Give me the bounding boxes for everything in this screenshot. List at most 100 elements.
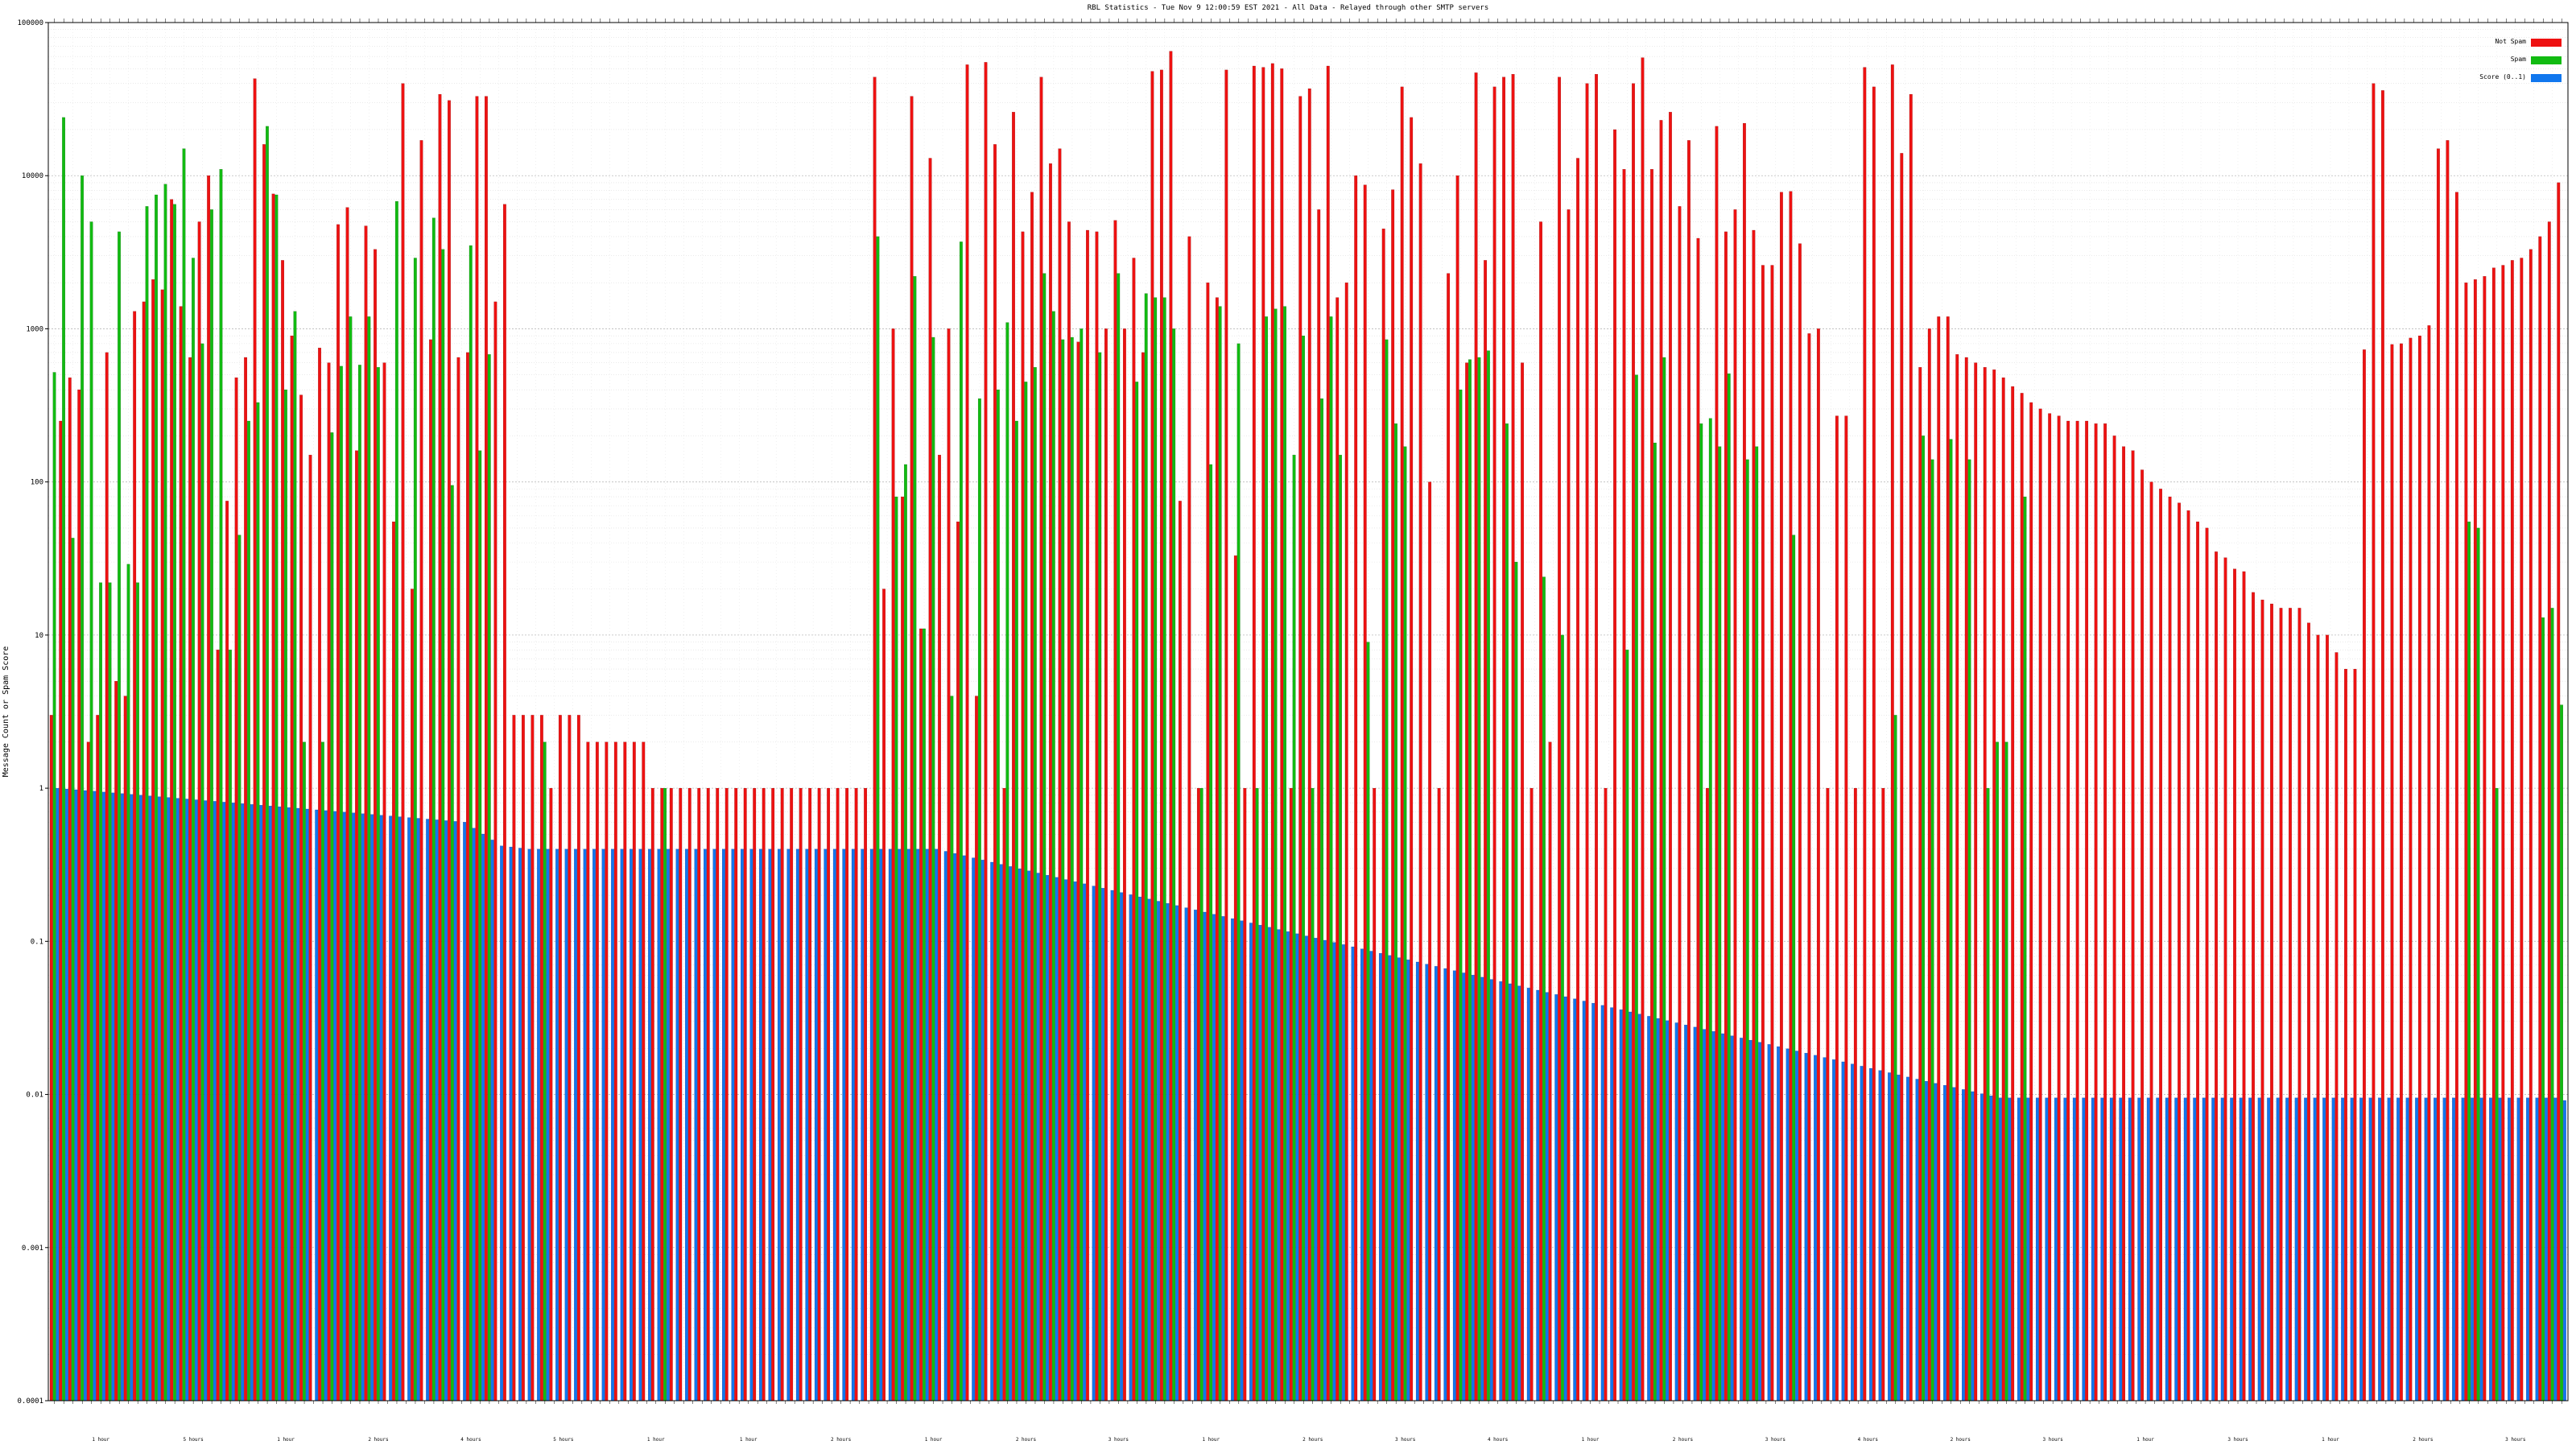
spam-bar (1218, 306, 1222, 1402)
not-spam-bar (1002, 787, 1006, 1402)
spam-bar (2004, 741, 2008, 1402)
score-bar (407, 817, 411, 1402)
score-bar (463, 822, 466, 1402)
y-tick-label: 0.0001 (17, 1397, 43, 1406)
not-spam-bar (956, 521, 960, 1402)
spam-bar (108, 582, 112, 1402)
not-spam-bar (1123, 328, 1126, 1402)
not-spam-bar (225, 501, 229, 1402)
score-bar (518, 848, 522, 1402)
score-bar (102, 791, 105, 1402)
score-bar (84, 790, 87, 1402)
score-bar (999, 864, 1003, 1402)
spam-bar (413, 258, 417, 1402)
score-bar (749, 848, 753, 1402)
not-spam-bar (2483, 276, 2487, 1402)
spam-bar (1135, 382, 1139, 1402)
not-spam-bar (1669, 112, 1672, 1402)
score-bar (56, 787, 60, 1402)
score-bar (2452, 1097, 2455, 1402)
score-bar (1120, 892, 1123, 1402)
score-bar (1860, 1066, 1864, 1402)
spam-bar (155, 194, 158, 1402)
spam-bar (1292, 455, 1296, 1402)
not-spam-bar (623, 741, 627, 1402)
not-spam-bar (1418, 163, 1422, 1402)
score-bar (712, 848, 716, 1402)
score-bar (527, 848, 531, 1402)
score-bar (1249, 923, 1253, 1402)
not-spam-bar (392, 521, 395, 1402)
not-spam-bar (401, 83, 405, 1402)
not-spam-bar (1067, 221, 1071, 1402)
not-spam-bar (1196, 787, 1200, 1402)
spam-bar (1265, 316, 1269, 1402)
score-bar (2331, 1097, 2335, 1402)
not-spam-bar (1224, 69, 1228, 1402)
score-bar (296, 807, 300, 1402)
spam-bar (1005, 322, 1009, 1402)
not-spam-bar (1252, 65, 1256, 1402)
score-bar (1758, 1042, 1761, 1402)
score-bar (305, 808, 309, 1402)
score-bar (2248, 1097, 2252, 1402)
not-spam-bar (2048, 413, 2052, 1402)
score-bar (1841, 1061, 1845, 1402)
x-tick-label: 1 hour (1582, 1437, 1600, 1443)
score-bar (879, 848, 883, 1402)
spam-bar (1070, 336, 1074, 1402)
not-spam-bar (817, 787, 821, 1402)
not-spam-bar (595, 741, 599, 1402)
spam-bar (1162, 297, 1166, 1402)
not-spam-bar (2178, 502, 2181, 1402)
score-bar (1517, 985, 1521, 1402)
score-bar (481, 833, 485, 1402)
score-bar (2239, 1097, 2243, 1402)
not-spam-bar (2316, 634, 2320, 1402)
score-bar (2082, 1097, 2086, 1402)
score-bar (851, 848, 855, 1402)
score-bar (694, 848, 698, 1402)
score-bar (287, 807, 291, 1402)
not-spam-bar (2075, 420, 2079, 1402)
not-spam-bar (281, 260, 284, 1402)
spam-bar (894, 496, 898, 1402)
not-spam-bar (1743, 122, 1746, 1402)
x-tick-label: 2 hours (1016, 1437, 1037, 1443)
score-bar (111, 792, 115, 1402)
score-bar (2479, 1097, 2483, 1402)
score-bar (704, 848, 707, 1402)
score-bar (1674, 1022, 1678, 1402)
spam-bar (1949, 439, 1953, 1402)
not-spam-bar (706, 787, 710, 1402)
y-tick-label: 100000 (17, 19, 43, 27)
score-bar (2563, 1100, 2566, 1402)
x-tick-label: 3 hours (2043, 1437, 2064, 1443)
not-spam-bar (59, 420, 63, 1402)
spam-bar (1930, 459, 1934, 1402)
not-spam-bar (2001, 377, 2005, 1402)
not-spam-bar (2159, 489, 2162, 1402)
spam-bar (71, 538, 75, 1402)
x-tick-label: 1 hour (277, 1437, 295, 1443)
score-bar (935, 848, 939, 1402)
not-spam-bar (1539, 221, 1542, 1402)
score-bar (416, 818, 420, 1402)
score-bar (1610, 1007, 1614, 1402)
not-spam-bar (2140, 469, 2144, 1402)
spam-bar (1144, 293, 1148, 1402)
score-bar (740, 848, 744, 1402)
score-bar (1563, 996, 1567, 1402)
score-bar (842, 848, 846, 1402)
score-bar (1240, 920, 1244, 1402)
not-spam-bar (734, 787, 738, 1402)
not-spam-bar (2066, 420, 2070, 1402)
not-spam-bar (576, 715, 580, 1402)
not-spam-bar (1410, 117, 1414, 1402)
x-tick-label: 3 hours (2505, 1437, 2526, 1443)
score-bar (1378, 953, 1382, 1402)
spam-bar (394, 200, 398, 1402)
spam-bar (1199, 787, 1203, 1402)
not-spam-bar (1530, 787, 1534, 1402)
not-spam-bar (244, 357, 248, 1402)
